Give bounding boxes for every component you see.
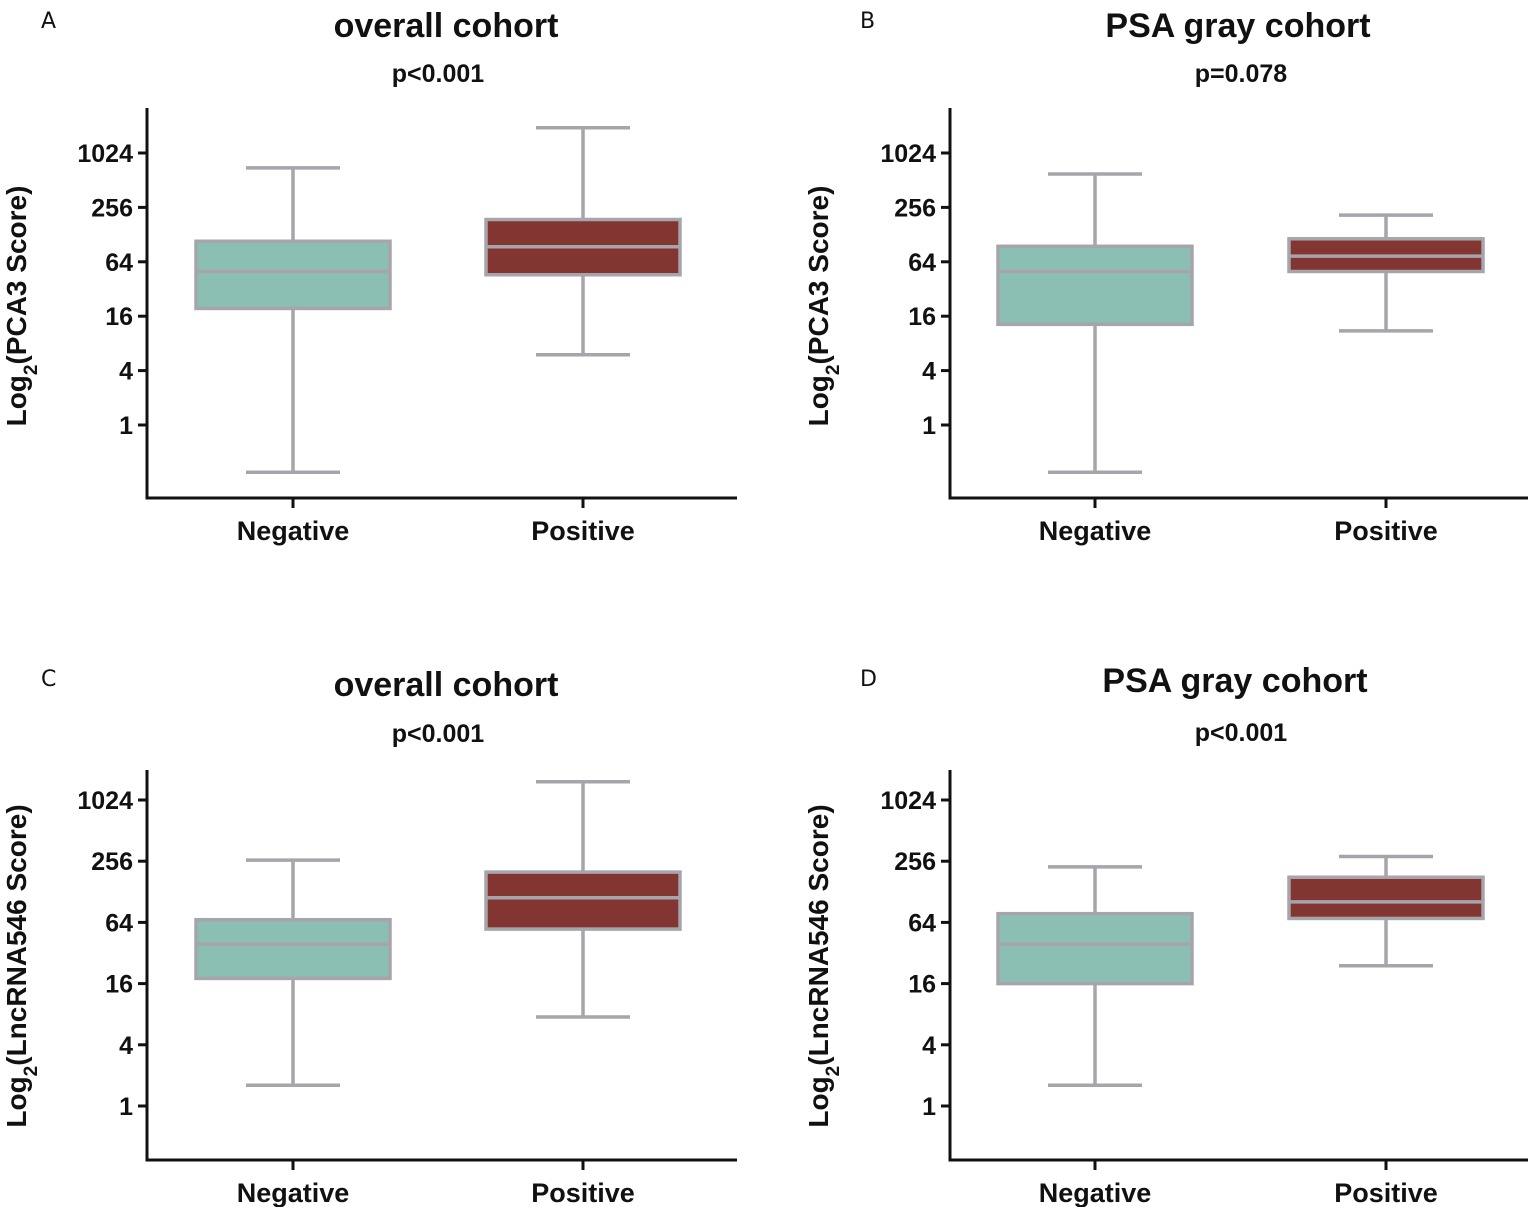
y-tick-label: 1 xyxy=(922,1093,936,1121)
panel-d: D PSA gray cohort p<0.001 Log2(LncRNA546… xyxy=(803,662,1528,1207)
y-tick-label: 16 xyxy=(105,971,133,999)
y-tick-label: 16 xyxy=(908,303,936,331)
box-negative xyxy=(194,917,392,981)
y-tick-label: 64 xyxy=(105,249,133,277)
x-tick-label: Positive xyxy=(531,1178,635,1207)
plot-area: 1 4 16 64 256 1024 Negative Positive xyxy=(77,108,737,546)
x-tick-label: Negative xyxy=(237,516,350,546)
plot-area: 1 4 16 64 256 1024 Negative Positive xyxy=(77,770,737,1207)
y-axis-label: Log2(PCA3 Score) xyxy=(1,186,42,427)
y-axis-label: Log2(PCA3 Score) xyxy=(803,186,844,427)
panel-b: B PSA gray cohort p=0.078 Log2(PCA3 Scor… xyxy=(803,7,1528,546)
panel-letter: C xyxy=(41,667,56,692)
y-tick-label: 1024 xyxy=(77,140,133,168)
y-tick-label: 1024 xyxy=(77,787,133,815)
y-axis-label: Log2(LncRNA546 Score) xyxy=(803,804,844,1127)
y-axis-label: Log2(LncRNA546 Score) xyxy=(1,804,42,1127)
y-tick-label: 1024 xyxy=(880,140,936,168)
y-tick-label: 64 xyxy=(908,249,936,277)
y-tick-label: 64 xyxy=(908,909,936,937)
panel-title: overall cohort xyxy=(334,7,559,45)
x-tick-label: Positive xyxy=(1334,1178,1438,1207)
panel-c: C overall cohort p<0.001 Log2(LncRNA546 … xyxy=(1,666,737,1207)
p-value: p<0.001 xyxy=(392,60,485,88)
panel-letter: A xyxy=(41,9,56,34)
panel-a: A overall cohort p<0.001 Log2(PCA3 Score… xyxy=(1,7,737,546)
panel-letter: B xyxy=(860,9,875,34)
y-tick-label: 4 xyxy=(922,358,936,386)
x-tick-label: Negative xyxy=(1039,516,1152,546)
y-tick-label: 1 xyxy=(119,1093,133,1121)
box-negative xyxy=(194,239,392,311)
box-positive xyxy=(484,870,682,931)
y-tick-label: 256 xyxy=(894,194,936,222)
x-tick-label: Positive xyxy=(1334,516,1438,546)
panel-title: PSA gray cohort xyxy=(1102,662,1367,700)
y-tick-label: 16 xyxy=(908,971,936,999)
panel-letter: D xyxy=(860,667,877,692)
y-tick-label: 1024 xyxy=(880,787,936,815)
y-tick-label: 1 xyxy=(922,412,936,440)
p-value: p<0.001 xyxy=(1195,719,1288,747)
panel-title: PSA gray cohort xyxy=(1105,7,1370,45)
y-tick-label: 1 xyxy=(119,412,133,440)
box-negative xyxy=(996,244,1194,327)
y-tick-label: 256 xyxy=(91,194,133,222)
y-tick-label: 4 xyxy=(119,358,133,386)
plot-area: 1 4 16 64 256 1024 Negative Positive xyxy=(880,770,1528,1207)
y-tick-label: 16 xyxy=(105,303,133,331)
y-tick-label: 256 xyxy=(91,848,133,876)
y-tick-label: 4 xyxy=(922,1032,936,1060)
p-value: p<0.001 xyxy=(392,720,485,748)
box-positive xyxy=(1287,875,1485,921)
plot-area: 1 4 16 64 256 1024 Negative Positive xyxy=(880,108,1528,546)
y-tick-label: 256 xyxy=(894,848,936,876)
box-negative xyxy=(996,911,1194,986)
y-tick-label: 4 xyxy=(119,1032,133,1060)
x-tick-label: Positive xyxy=(531,516,635,546)
y-tick-label: 64 xyxy=(105,909,133,937)
x-tick-label: Negative xyxy=(237,1178,350,1207)
x-tick-label: Negative xyxy=(1039,1178,1152,1207)
p-value: p=0.078 xyxy=(1195,60,1288,88)
panel-title: overall cohort xyxy=(334,666,559,704)
